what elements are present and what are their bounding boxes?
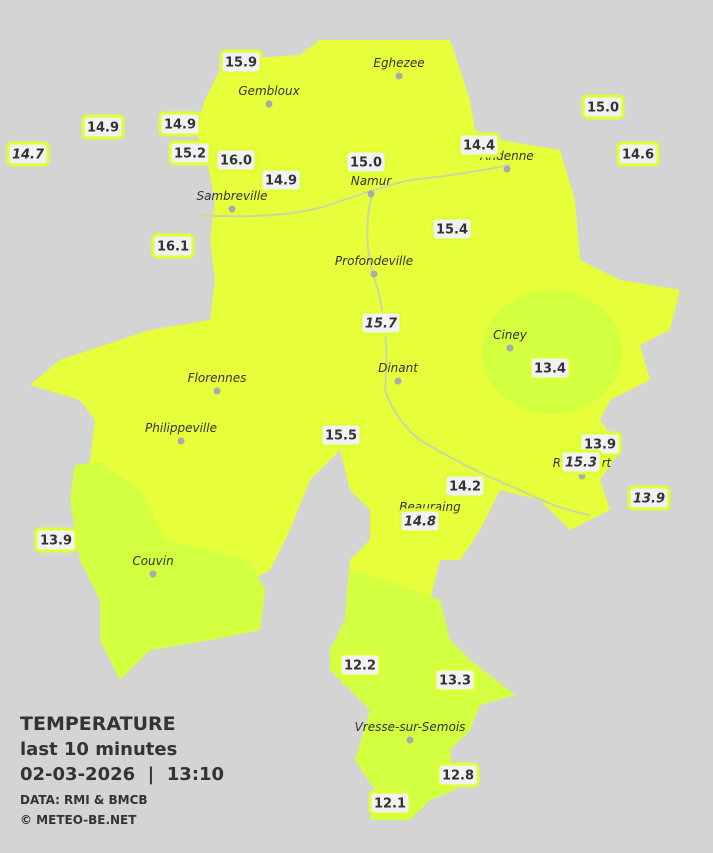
town-dot bbox=[394, 377, 402, 385]
town-label: Vresse-sur-Semois bbox=[355, 720, 466, 734]
station-box bbox=[81, 114, 125, 140]
station-box bbox=[168, 140, 212, 166]
station-box bbox=[368, 790, 412, 816]
station-value: 15.4 bbox=[436, 223, 468, 238]
station-box bbox=[158, 111, 202, 137]
town-label: Couvin bbox=[132, 554, 173, 568]
legend-source: DATA: RMI & BMCB bbox=[20, 793, 148, 807]
station-value: 12.2 bbox=[344, 659, 376, 674]
station-box bbox=[398, 508, 442, 534]
station-value: 15.0 bbox=[587, 101, 619, 116]
station-box bbox=[34, 527, 78, 553]
station-value: 14.7 bbox=[12, 148, 45, 163]
town-dot bbox=[228, 205, 236, 213]
station-value: 15.5 bbox=[325, 429, 357, 444]
town-dot bbox=[406, 736, 414, 744]
cool-zone bbox=[70, 462, 265, 680]
station-box bbox=[359, 310, 403, 336]
station-box bbox=[443, 473, 487, 499]
station-value: 14.6 bbox=[622, 148, 654, 163]
town-label: Florennes bbox=[188, 371, 247, 385]
station-value: 14.9 bbox=[164, 118, 196, 133]
station-value: 14.8 bbox=[404, 515, 436, 530]
town-label: Ciney bbox=[493, 328, 528, 342]
legend-credit: © METEO-BE.NET bbox=[20, 813, 137, 827]
station-box bbox=[433, 667, 477, 693]
town-dot bbox=[177, 437, 185, 445]
town-dot bbox=[503, 165, 511, 173]
legend-subtitle: last 10 minutes bbox=[20, 739, 177, 760]
station-box bbox=[436, 762, 480, 788]
station-box bbox=[319, 422, 363, 448]
station-box bbox=[219, 49, 263, 75]
station-value: 13.3 bbox=[439, 674, 471, 689]
station-value: 14.9 bbox=[265, 174, 297, 189]
station-value: 15.9 bbox=[225, 56, 257, 71]
town-label: Gembloux bbox=[238, 84, 300, 98]
station-box bbox=[338, 652, 382, 678]
town-dot bbox=[149, 570, 157, 578]
station-value: 15.0 bbox=[350, 156, 382, 171]
station-value: 16.1 bbox=[157, 240, 189, 255]
station-box bbox=[259, 167, 303, 193]
town-dot bbox=[265, 100, 273, 108]
station-box bbox=[457, 132, 501, 158]
river bbox=[199, 164, 591, 516]
legend-date: 02-03-2026 | 13:10 bbox=[20, 764, 224, 785]
town-label: Profondeville bbox=[335, 254, 413, 268]
station-box bbox=[627, 485, 671, 511]
station-value: 15.3 bbox=[565, 456, 597, 471]
station-value: 13.9 bbox=[584, 438, 616, 453]
station-value: 13.9 bbox=[633, 492, 665, 507]
station-box bbox=[559, 449, 603, 475]
station-value: 13.9 bbox=[40, 534, 72, 549]
town-dot bbox=[370, 270, 378, 278]
cool-zone bbox=[482, 290, 622, 414]
town-dot bbox=[367, 190, 375, 198]
station-box bbox=[528, 355, 572, 381]
station-box bbox=[214, 147, 258, 173]
town-label: Eghezee bbox=[373, 56, 424, 70]
town-label: Dinant bbox=[378, 361, 419, 375]
town-dot bbox=[395, 72, 403, 80]
station-box bbox=[616, 141, 660, 167]
station-box bbox=[344, 149, 388, 175]
station-value: 12.1 bbox=[374, 797, 406, 812]
station-value: 12.8 bbox=[442, 769, 474, 784]
legend-title: TEMPERATURE bbox=[20, 713, 176, 735]
station-box bbox=[6, 141, 50, 167]
station-value: 15.7 bbox=[365, 317, 398, 332]
station-value: 14.9 bbox=[87, 121, 119, 136]
station-box bbox=[151, 233, 195, 259]
town-label: Sambreville bbox=[196, 189, 267, 203]
town-label: Philippeville bbox=[145, 421, 217, 435]
station-value: 15.2 bbox=[174, 147, 206, 162]
station-box bbox=[430, 216, 474, 242]
station-box bbox=[581, 94, 625, 120]
station-value: 16.0 bbox=[220, 154, 252, 169]
town-dot bbox=[506, 344, 514, 352]
station-value: 14.4 bbox=[463, 139, 495, 154]
station-value: 13.4 bbox=[534, 362, 566, 377]
town-label: Namur bbox=[351, 174, 393, 188]
cool-zone bbox=[330, 570, 515, 820]
town-dot bbox=[213, 387, 221, 395]
station-value: 14.2 bbox=[449, 480, 481, 495]
